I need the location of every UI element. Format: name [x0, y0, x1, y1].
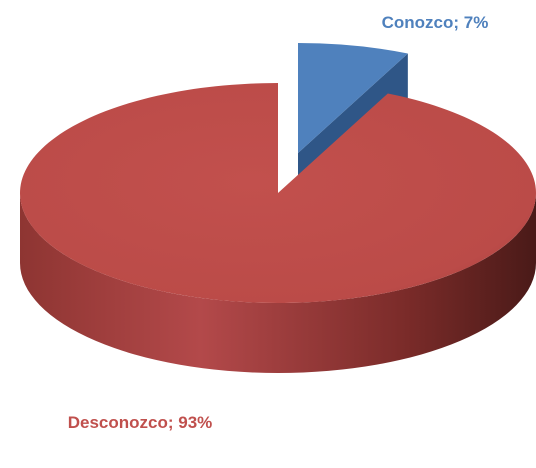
data-label: Desconozco; 93%: [67, 413, 213, 432]
data-label: Conozco; 7%: [381, 13, 489, 32]
slice-side: [20, 193, 536, 373]
pie-slice: [20, 83, 536, 303]
pie-slice: [298, 43, 408, 153]
